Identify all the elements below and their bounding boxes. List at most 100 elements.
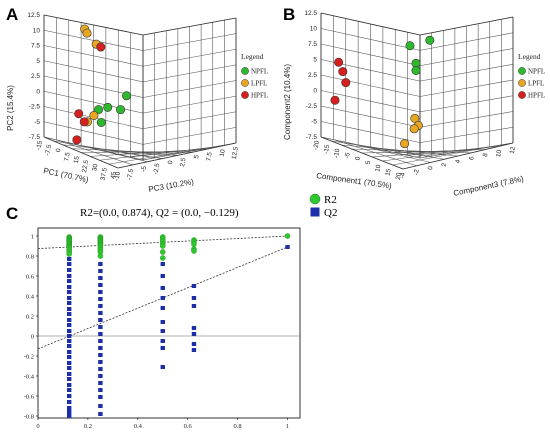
grid-line	[108, 144, 225, 165]
data-point-hpfl	[338, 67, 348, 77]
panel-c: C R2=(0.0, 0.874), Q2 = (0.0, −0.129) 1 0…	[6, 193, 337, 430]
y-tick-label: 0	[36, 88, 40, 95]
data-point-q2	[160, 306, 165, 310]
grid-line	[142, 142, 237, 161]
data-point-q2	[66, 377, 72, 381]
x-tick-label: 0	[354, 156, 362, 161]
x-tick-label: 22.5	[81, 159, 90, 173]
data-point-q2	[66, 268, 72, 272]
data-point-q2	[66, 394, 72, 398]
x-tick-label: 7.5	[63, 151, 72, 161]
data-point-q2	[160, 286, 165, 290]
data-point-r2	[191, 241, 197, 247]
data-point-q2	[191, 284, 197, 288]
y-tick-label: 10	[33, 27, 41, 34]
data-point-q2	[160, 329, 165, 333]
x-tick-label: 45	[110, 171, 118, 180]
y-tick-label: 0.8	[26, 253, 34, 260]
data-point-q2	[98, 283, 103, 287]
data-point-q2	[98, 325, 103, 329]
panel-a-legend: Legend NPFL LPFL HPFL	[241, 52, 268, 100]
data-point-q2	[66, 262, 72, 266]
grid-line	[142, 95, 237, 114]
legend-label-r2: R2	[324, 194, 337, 206]
data-point-q2	[285, 245, 290, 249]
legend-label-q2: Q2	[324, 207, 337, 219]
data-point-q2	[191, 304, 197, 308]
data-point-q2	[160, 262, 165, 266]
y-tick-label: 12.5	[27, 12, 40, 19]
box-edge	[419, 16, 514, 36]
data-point-q2	[66, 329, 72, 333]
y-tick-label: -2.5	[29, 104, 41, 111]
data-point-q2	[191, 296, 197, 300]
x-tick-label: 30	[91, 163, 99, 172]
data-point-q2	[66, 312, 72, 316]
legend-marker-lpfl	[241, 79, 249, 87]
x-tick-label: -5	[344, 152, 352, 159]
data-point-q2	[66, 307, 72, 311]
data-point-r2	[97, 253, 104, 259]
panel-a-letter: A	[6, 5, 18, 24]
y-tick-label: 0.4	[26, 293, 35, 300]
panel-b-legend: Legend NPFL LPFL HPFL	[518, 52, 545, 100]
data-point-lpfl	[400, 139, 410, 149]
y-tick-label: -0.4	[24, 373, 35, 380]
panel-a-legend-title: Legend	[241, 52, 264, 61]
legend-label-npfl: NPFL	[528, 68, 545, 76]
data-point-npfl	[411, 66, 421, 76]
grid-line	[142, 111, 237, 130]
grid-line	[320, 121, 421, 143]
grid-line	[419, 79, 514, 97]
x-tick-label: 0.8	[234, 423, 242, 430]
y-tick-label: 0	[313, 88, 317, 95]
z-tick-label: -5	[140, 165, 148, 172]
data-point-npfl	[405, 41, 415, 51]
data-point-lpfl	[82, 28, 92, 38]
data-point-q2	[98, 360, 103, 364]
grid-line	[320, 136, 421, 159]
data-point-q2	[66, 406, 72, 410]
data-point-q2	[160, 274, 165, 278]
grid-line	[142, 80, 237, 98]
panel-a-x-tick-labels: -15 -7.5 07.5 15 22.5 30 37.5 45	[35, 140, 118, 181]
data-point-q2	[66, 285, 72, 289]
x-tick-label: 1	[286, 423, 289, 430]
y-tick-label: 12.5	[304, 10, 317, 17]
z-tick-label: 10	[219, 149, 227, 158]
z-tick-label: 6	[468, 156, 476, 161]
grid-line	[43, 90, 144, 114]
x-tick-label: 5	[365, 160, 373, 165]
x-tick-label: -15	[35, 140, 44, 151]
x-tick-label: 0.2	[84, 423, 92, 430]
data-point-q2	[66, 279, 72, 283]
legend-label-hpfl: HPFL	[251, 92, 268, 100]
z-tick-label: 2.5	[179, 157, 188, 167]
data-point-r2	[160, 243, 166, 249]
data-point-r2	[66, 251, 72, 257]
y-tick-label: 2.5	[308, 72, 317, 79]
panel-a-3d-grid	[43, 14, 237, 169]
legend-marker-lpfl	[518, 79, 526, 87]
z-tick-label: 2	[441, 162, 449, 167]
data-point-q2	[98, 339, 103, 343]
y-tick-label: 5	[36, 58, 40, 65]
data-point-q2	[98, 353, 103, 357]
data-point-q2	[98, 269, 103, 273]
data-point-r2	[160, 255, 166, 261]
plot-frame	[37, 227, 301, 419]
legend-marker-hpfl	[241, 91, 249, 99]
panel-b-y-axis-label: Component2 (10.4%)	[283, 64, 292, 140]
data-point-q2	[66, 301, 72, 305]
data-point-q2	[98, 276, 103, 280]
data-point-q2	[98, 395, 103, 399]
data-point-hpfl	[79, 117, 89, 127]
data-point-q2	[98, 262, 103, 266]
y-tick-label: 5	[313, 57, 317, 64]
z-tick-label: 0	[167, 160, 175, 165]
panel-b-y-tick-labels: 12.5 10 7.5 5 2.5 0 -2.5 -5 -7.5	[304, 10, 317, 141]
panel-b-z-axis-label: Component3 (7.8%)	[453, 174, 525, 198]
z-tick-label: 8	[482, 152, 490, 157]
data-point-npfl	[122, 91, 132, 101]
